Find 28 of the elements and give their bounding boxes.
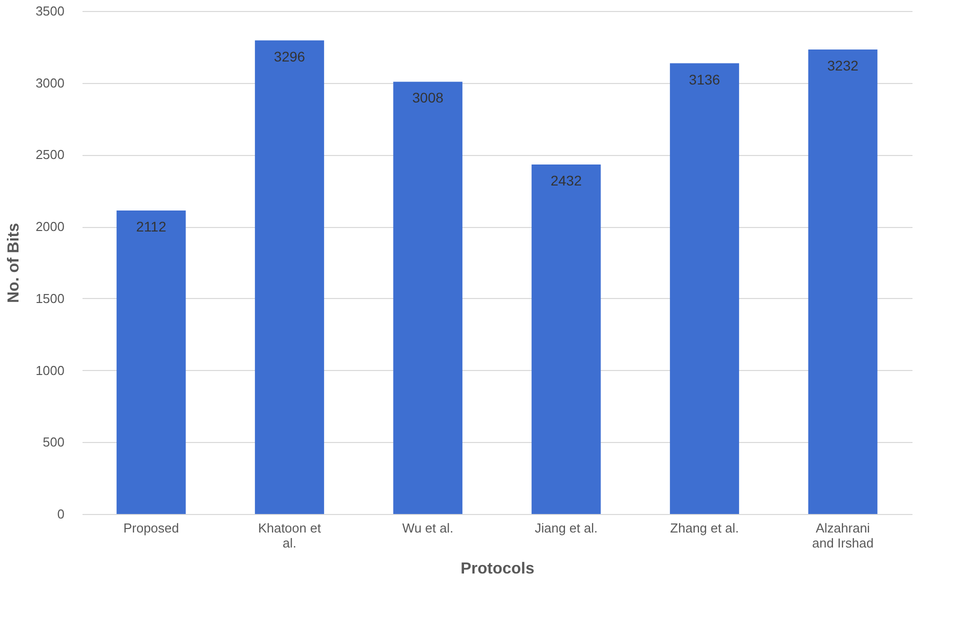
x-tick-label: Proposed — [123, 520, 179, 536]
x-tick-label: Jiang et al. — [534, 520, 598, 536]
y-tick-label: 500 — [42, 434, 64, 450]
y-tick-label: 2000 — [36, 219, 64, 234]
y-tick-label: 3500 — [36, 4, 64, 18]
data-label: 2112 — [136, 218, 166, 234]
data-label: 3232 — [827, 58, 859, 74]
bar — [670, 63, 740, 514]
x-tick-label: Khatoon et al. — [258, 520, 322, 550]
x-tick-label: Wu et al. — [402, 520, 454, 536]
data-label: 3008 — [412, 90, 444, 106]
y-tick-label: 0 — [57, 506, 64, 522]
x-tick-label: Alzahrani and Irshad — [812, 520, 874, 550]
x-tick-label: Zhang et al. — [670, 520, 739, 536]
data-label: 3296 — [274, 48, 306, 64]
y-tick-label: 1500 — [36, 290, 64, 306]
bar — [393, 82, 462, 514]
y-axis-title: No. of Bits — [6, 222, 23, 303]
bar — [808, 50, 878, 514]
bar — [532, 164, 601, 514]
data-label: 2432 — [550, 172, 582, 188]
bar — [254, 40, 324, 514]
y-tick-label: 2500 — [36, 147, 64, 162]
y-tick-label: 1000 — [36, 362, 64, 378]
data-label: 3136 — [688, 71, 720, 88]
bar — [116, 210, 186, 514]
x-axis-title: Protocols — [460, 560, 534, 578]
y-tick-label: 3000 — [36, 75, 64, 90]
